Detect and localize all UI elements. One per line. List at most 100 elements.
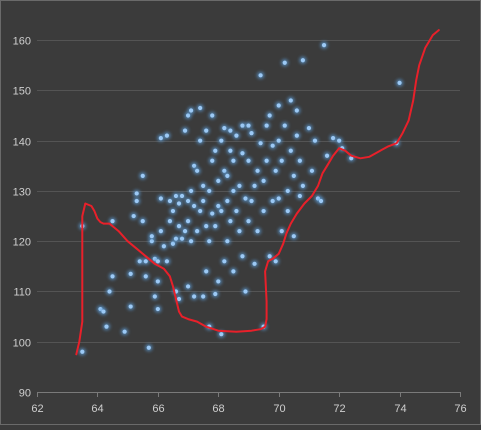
- data-point: [139, 217, 147, 225]
- data-point: [175, 222, 183, 230]
- data-point-core: [198, 105, 203, 111]
- data-point-core: [158, 196, 163, 201]
- data-point: [160, 242, 168, 250]
- data-point: [308, 167, 316, 175]
- data-point-core: [155, 306, 160, 312]
- data-point-core: [185, 198, 191, 204]
- data-point-core: [134, 191, 139, 196]
- data-point: [293, 106, 301, 115]
- data-point-core: [264, 158, 269, 163]
- data-point-core: [249, 198, 254, 204]
- data-point-core: [237, 229, 242, 234]
- data-point-core: [321, 43, 327, 48]
- data-point: [281, 59, 289, 67]
- data-point-core: [140, 218, 145, 224]
- data-point: [229, 157, 237, 165]
- data-point: [154, 257, 162, 265]
- data-point: [151, 292, 159, 301]
- data-point-core: [155, 279, 160, 284]
- data-point-core: [249, 131, 254, 136]
- y-tick-label: 120: [13, 237, 31, 249]
- data-point-core: [279, 158, 284, 163]
- data-point-core: [219, 332, 224, 337]
- data-point-core: [312, 138, 318, 143]
- data-point: [214, 277, 222, 286]
- data-point: [299, 56, 307, 64]
- data-point-core: [155, 259, 160, 264]
- data-point: [178, 235, 186, 243]
- data-point: [229, 267, 237, 275]
- data-point-core: [170, 208, 176, 214]
- data-point: [157, 134, 165, 142]
- data-point: [193, 167, 201, 175]
- data-point: [184, 282, 192, 291]
- data-point: [163, 132, 171, 140]
- data-point: [223, 172, 231, 180]
- data-point: [244, 157, 253, 165]
- data-point-core: [276, 138, 281, 143]
- data-point: [299, 182, 307, 190]
- data-point-core: [210, 158, 215, 163]
- data-point-core: [182, 229, 188, 234]
- data-point: [335, 137, 343, 145]
- x-tick-label: 70: [273, 403, 285, 415]
- data-point: [296, 192, 304, 200]
- data-point: [214, 177, 222, 185]
- x-tick-label: 66: [152, 403, 164, 415]
- data-point: [284, 187, 292, 195]
- data-point-core: [122, 329, 127, 334]
- data-point: [266, 252, 274, 260]
- data-point-core: [234, 208, 239, 214]
- data-point: [202, 127, 210, 135]
- data-point: [169, 207, 177, 215]
- data-point: [157, 227, 165, 235]
- y-tick-label: 150: [13, 86, 31, 98]
- data-point-core: [231, 158, 236, 163]
- data-point: [187, 237, 195, 245]
- data-point-core: [331, 136, 336, 141]
- x-tick-label: 74: [394, 403, 406, 415]
- data-point-core: [234, 133, 239, 138]
- data-point: [78, 348, 86, 356]
- data-point: [241, 194, 250, 203]
- data-point-core: [300, 58, 305, 63]
- data-point: [154, 305, 162, 313]
- data-point: [130, 212, 138, 220]
- data-point: [238, 149, 247, 157]
- data-point: [223, 197, 231, 205]
- data-point-core: [252, 261, 257, 266]
- data-point: [263, 121, 271, 130]
- data-point-core: [300, 183, 305, 189]
- data-point-core: [128, 271, 133, 276]
- data-point-core: [179, 193, 185, 199]
- data-point-core: [176, 296, 182, 302]
- data-point: [329, 134, 337, 142]
- data-point: [145, 344, 153, 352]
- data-point: [199, 292, 207, 301]
- y-tick-label: 110: [13, 287, 31, 299]
- data-point-core: [164, 259, 170, 264]
- data-point: [220, 124, 228, 132]
- data-point: [266, 111, 274, 120]
- data-point-core: [207, 188, 212, 194]
- data-point-core: [101, 309, 106, 314]
- data-point-core: [231, 269, 236, 274]
- x-tick-label: 62: [31, 403, 43, 415]
- data-point-core: [285, 188, 290, 194]
- data-point-core: [225, 239, 230, 244]
- data-point-core: [195, 168, 200, 173]
- data-point-core: [192, 163, 197, 168]
- data-point-core: [276, 196, 281, 201]
- data-points: [78, 41, 404, 356]
- data-point-core: [258, 141, 263, 146]
- x-tick-label: 68: [212, 403, 224, 415]
- data-point-core: [222, 259, 227, 264]
- data-point: [244, 217, 253, 225]
- data-point: [253, 227, 262, 235]
- data-point: [181, 227, 189, 235]
- data-point-core: [198, 208, 203, 214]
- data-point: [250, 182, 259, 190]
- data-point-core: [161, 244, 166, 249]
- data-point: [196, 207, 204, 215]
